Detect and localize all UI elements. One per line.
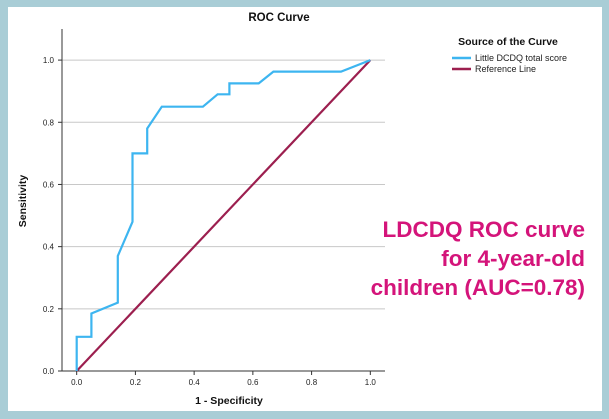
x-tick-label: 0.2 [130, 378, 142, 387]
x-axis-title: 1 - Specificity [195, 395, 263, 407]
legend-title: Source of the Curve [458, 36, 558, 48]
series-lines [75, 59, 372, 372]
y-tick-label: 0.8 [43, 118, 55, 127]
y-tick-label: 0.0 [43, 367, 55, 376]
series-line-reference-line [75, 59, 372, 372]
x-ticks: 0.0 0.2 0.4 0.6 0.8 1.0 [71, 371, 376, 387]
y-ticks: 0.0 0.2 0.4 0.6 0.8 1.0 [43, 56, 62, 376]
legend-label-reference-line: Reference Line [475, 64, 536, 74]
y-tick-label: 0.6 [43, 180, 55, 189]
y-tick-label: 1.0 [43, 56, 55, 65]
chart-panel: ROC Curve 0.0 0.2 0.4 0.6 0.8 1.0 0.0 0.2 0.4 0.… [8, 7, 602, 411]
y-tick-label: 0.2 [43, 305, 55, 314]
chart-title: ROC Curve [248, 12, 309, 24]
x-tick-label: 0.6 [247, 378, 259, 387]
x-tick-label: 0.8 [306, 378, 318, 387]
y-tick-label: 0.4 [43, 243, 55, 252]
x-tick-label: 1.0 [365, 378, 377, 387]
legend: Source of the Curve Little DCDQ total sc… [452, 36, 567, 74]
gridlines [62, 59, 385, 310]
legend-label-little-dcdq-total-score: Little DCDQ total score [475, 53, 567, 63]
chart-caption: LDCDQ ROC curve for 4-year-old children … [370, 217, 585, 300]
x-tick-label: 0.4 [189, 378, 201, 387]
series-line-little-dcdq-total-score [75, 59, 371, 371]
roc-chart: ROC Curve 0.00.20.40.60.81.0 0.0 0.2 0.4 0.… [17, 12, 567, 407]
y-axis-title: Sensitivity [17, 175, 29, 228]
x-tick-label: 0.0 [71, 378, 83, 387]
